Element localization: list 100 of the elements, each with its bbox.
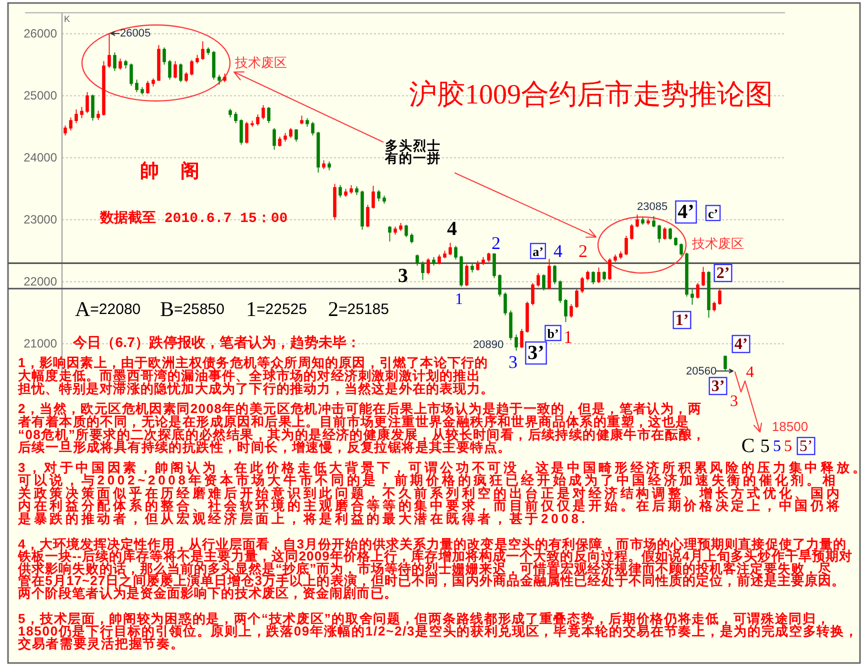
candlestick bbox=[372, 185, 375, 210]
annotation: 1 bbox=[455, 290, 463, 308]
candlestick bbox=[184, 72, 188, 83]
candlestick bbox=[652, 216, 656, 228]
annotation: 4 bbox=[554, 241, 562, 261]
candlestick bbox=[278, 136, 282, 148]
candlestick bbox=[80, 106, 84, 119]
candlestick bbox=[256, 114, 260, 126]
candlestick bbox=[553, 264, 556, 285]
candlestick bbox=[668, 227, 672, 240]
text: 2，当然，欧元区危机因素同2008年的美元区危机冲击可能在后果上市场认为是趋于一致的，但是，笔者认为，两者有着本质的不同，无论是在形成原因和后果上。目前市场更注重世界金融秩序和世界商品体系的重塑，这也是“08危机”所要求的二次探底的必然结果，其为的是经济的健康发展，从较长时间看，后续持续的健康牛市在酝酿，后续一旦形成将具有持续的抗跌性，时间长，增速慢，反复拉锯将是其主要特点。 bbox=[17, 400, 706, 454]
candlestick bbox=[492, 252, 496, 279]
annotation: K bbox=[64, 14, 70, 24]
candlestick bbox=[658, 224, 661, 244]
candlestick bbox=[520, 328, 524, 349]
annotation: 2=25185 bbox=[328, 297, 389, 321]
candlestick bbox=[272, 128, 276, 150]
candlestick bbox=[289, 128, 292, 138]
candlestick bbox=[328, 161, 331, 171]
candlestick bbox=[465, 264, 468, 287]
candlestick bbox=[245, 121, 248, 144]
candlestick bbox=[608, 258, 612, 280]
candlestick bbox=[531, 282, 534, 306]
annotation: 3 bbox=[508, 352, 518, 372]
candlestick bbox=[548, 258, 551, 290]
candlestick bbox=[234, 111, 238, 124]
annotation: 23085 bbox=[637, 201, 668, 213]
candlestick bbox=[108, 33, 111, 68]
candlestick bbox=[443, 250, 446, 259]
y-tick-label: 23000 bbox=[24, 212, 58, 227]
candlestick bbox=[586, 270, 590, 282]
candlestick bbox=[487, 252, 490, 262]
candlestick bbox=[262, 104, 265, 120]
y-tick-label: 24000 bbox=[24, 150, 58, 165]
candlestick bbox=[240, 118, 243, 146]
candlestick bbox=[421, 260, 424, 280]
annotation: 20890 bbox=[473, 339, 504, 351]
candlestick bbox=[602, 270, 606, 282]
candlestick bbox=[410, 232, 414, 244]
candlestick bbox=[140, 86, 144, 95]
candlestick bbox=[174, 60, 177, 79]
annotation: 数据截至 2010.6.7 15：00 bbox=[99, 210, 288, 227]
candlestick bbox=[426, 258, 430, 275]
candlestick bbox=[350, 184, 353, 194]
candlestick bbox=[152, 78, 155, 87]
candlestick bbox=[113, 52, 116, 72]
annotation: 1，影响因素上，由于欧洲主权债务危机等众所周知的原因，引燃了本论下行的大幅度走低。而墨西哥湾的漏油事件、全球市场的对经济刺激刺激计划的推出担忧、特别是对滞涨的隐忧加大成为了下行的推动力，当然这是外在的表现力。 bbox=[17, 354, 494, 396]
candlestick bbox=[157, 44, 160, 82]
candlestick bbox=[102, 60, 106, 116]
candlestick bbox=[267, 106, 270, 124]
candlestick bbox=[86, 92, 89, 114]
candlestick bbox=[179, 63, 182, 83]
candlestick bbox=[498, 274, 502, 298]
annotation: A=22080 bbox=[75, 297, 141, 321]
candlestick bbox=[482, 256, 485, 266]
text: 5 bbox=[784, 438, 792, 454]
candlestick bbox=[646, 218, 650, 226]
candlestick bbox=[570, 304, 573, 318]
candlestick bbox=[580, 276, 584, 294]
candlestick bbox=[294, 128, 298, 142]
candlestick bbox=[74, 108, 78, 124]
candlestick bbox=[130, 63, 133, 86]
candlestick bbox=[168, 59, 172, 80]
text: 18500 bbox=[772, 418, 808, 434]
candlestick bbox=[316, 131, 320, 174]
candlestick bbox=[592, 270, 595, 285]
annotation: 帥 阁 bbox=[140, 160, 208, 182]
candlestick bbox=[338, 184, 342, 198]
candlestick bbox=[377, 190, 380, 202]
candlestick bbox=[526, 301, 529, 334]
candlestick bbox=[630, 224, 634, 240]
annotation: 1 bbox=[564, 327, 572, 347]
candlestick bbox=[91, 94, 94, 122]
annotation: 2 bbox=[492, 233, 500, 253]
candlestick bbox=[190, 59, 194, 76]
text: 5 bbox=[760, 436, 770, 456]
y-tick-label: 21000 bbox=[24, 336, 58, 351]
candlestick bbox=[250, 120, 254, 128]
annotation: 4 bbox=[447, 218, 457, 240]
candlestick bbox=[707, 270, 710, 318]
candlestick bbox=[206, 46, 210, 56]
annotation: 20560 bbox=[686, 366, 717, 378]
candlestick bbox=[696, 282, 700, 299]
candlestick bbox=[124, 59, 128, 69]
annotation: B=25850 bbox=[160, 297, 224, 321]
annotation: a’ bbox=[532, 244, 544, 258]
candlestick bbox=[223, 73, 226, 83]
candlestick bbox=[438, 254, 441, 265]
candlestick bbox=[196, 54, 199, 64]
text: 4 bbox=[746, 364, 754, 380]
annotation: 技术废区 bbox=[691, 236, 744, 250]
annotation: 26005 bbox=[120, 28, 151, 40]
candlestick bbox=[388, 226, 392, 242]
candlestick bbox=[284, 132, 287, 142]
candlestick bbox=[641, 216, 644, 226]
text: 5，技术层面，帥阁较为困惑的是，两个“技术废区”的取舍问题，但两条路线都形成了重叠态势，后期价格仍将走低，可谓殊途同归，18500仍是下行目标的引领位。原则上，跌落09年涨幅的1/2~2/3是空头的获利兑现区，毕竟本轮的交易在节奏上，是为的完成空多转换，交易者需要灵活把握节奏。 bbox=[17, 610, 858, 650]
candlestick bbox=[416, 254, 419, 266]
candlestick bbox=[366, 204, 370, 228]
candlestick bbox=[96, 110, 100, 120]
candlestick bbox=[575, 288, 578, 308]
